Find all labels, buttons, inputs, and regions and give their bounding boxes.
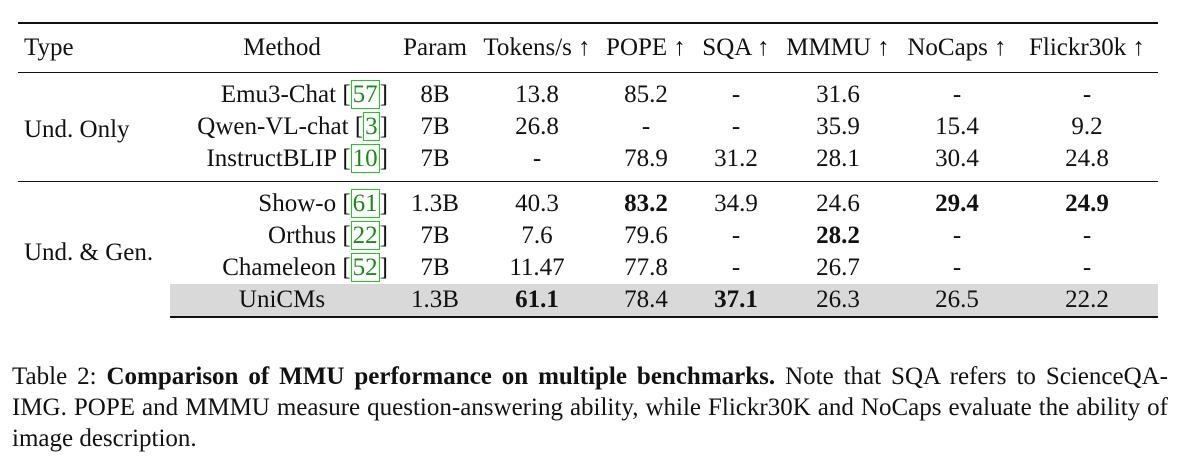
citation-link[interactable]: 3 — [363, 112, 380, 141]
method-cell: Emu3-Chat [57] — [220, 80, 388, 109]
citation-link[interactable]: 57 — [350, 80, 380, 109]
nocaps-cell: 15.4 — [935, 113, 979, 140]
mmmu-cell: 31.6 — [816, 81, 860, 108]
method-cell: Show-o [61] — [170, 181, 394, 220]
citation-link[interactable]: 22 — [350, 221, 380, 250]
pope-cell: 85.2 — [624, 81, 668, 108]
tokens-cell-best: 61.1 — [476, 284, 598, 318]
nocaps-cell: - — [952, 254, 962, 281]
sqa-cell-best: 37.1 — [694, 284, 778, 318]
sqa-cell: - — [731, 222, 741, 249]
flickr-cell-best: 24.9 — [1016, 181, 1158, 220]
method-name: InstructBLIP — [206, 145, 337, 172]
header-param: Param — [394, 22, 476, 73]
table-row: Orthus [22] 7B 7.6 79.6 - 28.2 - - — [18, 220, 1158, 252]
pope-cell: - — [641, 113, 651, 140]
param-cell: 7B — [420, 113, 450, 140]
mmmu-cell-best: 28.2 — [816, 222, 860, 249]
method-name: Qwen-VL-chat — [197, 113, 349, 140]
table-caption: Table 2: Comparison of MMU performance o… — [12, 361, 1168, 454]
method-name: Chameleon — [222, 254, 337, 281]
header-type: Type — [18, 22, 170, 73]
nocaps-cell: - — [952, 81, 962, 108]
mmmu-cell: 35.9 — [816, 113, 860, 140]
header-tokens: Tokens/s ↑ — [476, 22, 598, 73]
flickr-cell: 24.8 — [1065, 145, 1109, 172]
method-cell: Orthus [22] — [268, 221, 388, 250]
nocaps-cell: 26.5 — [898, 284, 1016, 318]
pope-cell: 78.9 — [624, 145, 668, 172]
mmu-comparison-table: Type Method Param Tokens/s ↑ POPE ↑ SQA … — [18, 22, 1158, 318]
flickr-cell: 22.2 — [1016, 284, 1158, 318]
caption-body: Note that SQA refers to ScienceQA-IMG. P… — [12, 363, 1169, 452]
tokens-cell: - — [532, 145, 542, 172]
citation-link[interactable]: 61 — [350, 189, 380, 218]
sqa-cell: - — [731, 81, 741, 108]
nocaps-cell: - — [952, 222, 962, 249]
mmmu-cell: 24.6 — [778, 181, 898, 220]
method-name: Orthus — [268, 222, 337, 249]
header-pope: POPE ↑ — [598, 22, 694, 73]
flickr-cell: - — [1082, 222, 1092, 249]
header-row: Type Method Param Tokens/s ↑ POPE ↑ SQA … — [18, 22, 1158, 73]
tokens-cell: 13.8 — [515, 81, 559, 108]
pope-cell: 77.8 — [624, 254, 668, 281]
mmmu-cell: 26.7 — [816, 254, 860, 281]
nocaps-cell: 30.4 — [935, 145, 979, 172]
method-cell: InstructBLIP [10] — [206, 144, 388, 173]
pope-cell: 78.4 — [598, 284, 694, 318]
header-mmmu: MMMU ↑ — [778, 22, 898, 73]
table-row: Und. & Gen. Show-o [61] 1.3B 40.3 83.2 3… — [18, 181, 1158, 317]
tokens-cell: 11.47 — [509, 254, 565, 281]
sqa-cell: 34.9 — [694, 181, 778, 220]
param-cell: 1.3B — [394, 181, 476, 220]
group-type-label: Und. Only — [24, 116, 130, 143]
flickr-cell: - — [1082, 254, 1092, 281]
tokens-cell: 26.8 — [515, 113, 559, 140]
sqa-cell: - — [731, 113, 741, 140]
method-cell: Qwen-VL-chat [3] — [197, 112, 388, 141]
group-type-label: Und. & Gen. — [18, 181, 170, 317]
method-name: Emu3-Chat — [220, 81, 337, 108]
param-cell: 7B — [420, 145, 450, 172]
sqa-cell: - — [731, 254, 741, 281]
param-cell: 7B — [420, 254, 450, 281]
flickr-cell: - — [1082, 81, 1092, 108]
header-flickr: Flickr30k ↑ — [1016, 22, 1158, 73]
header-method: Method — [170, 22, 394, 73]
header-sqa: SQA ↑ — [694, 22, 778, 73]
header-nocaps: NoCaps ↑ — [898, 22, 1016, 73]
citation-link[interactable]: 52 — [350, 253, 380, 282]
method-cell: UniCMs — [170, 284, 394, 318]
table-row-highlighted: UniCMs 1.3B 61.1 78.4 37.1 26.3 26.5 22.… — [18, 284, 1158, 318]
param-cell: 1.3B — [394, 284, 476, 318]
table-row: Chameleon [52] 7B 11.47 77.8 - 26.7 - - — [18, 252, 1158, 284]
pope-cell: 79.6 — [624, 222, 668, 249]
param-cell: 7B — [420, 222, 450, 249]
tokens-cell: 7.6 — [521, 222, 553, 249]
caption-bold-title: Comparison of MMU performance on multipl… — [106, 363, 776, 390]
sqa-cell: 31.2 — [714, 145, 758, 172]
tokens-cell: 40.3 — [476, 181, 598, 220]
citation-link[interactable]: 10 — [350, 144, 380, 173]
method-name: Show-o — [258, 190, 337, 217]
table-row: Qwen-VL-chat [3] 7B 26.8 - - 35.9 15.4 9… — [18, 111, 1158, 143]
flickr-cell: 9.2 — [1071, 113, 1103, 140]
nocaps-cell-best: 29.4 — [898, 181, 1016, 220]
mmmu-cell: 28.1 — [816, 145, 860, 172]
mmmu-cell: 26.3 — [778, 284, 898, 318]
method-cell: Chameleon [52] — [222, 253, 388, 282]
pope-cell-best: 83.2 — [598, 181, 694, 220]
table-row: InstructBLIP [10] 7B - 78.9 31.2 28.1 30… — [18, 143, 1158, 182]
caption-label: Table 2: — [12, 363, 107, 390]
table-row: Und. Only Emu3-Chat [57] 8B 13.8 85.2 - … — [18, 73, 1158, 143]
param-cell: 8B — [420, 81, 450, 108]
